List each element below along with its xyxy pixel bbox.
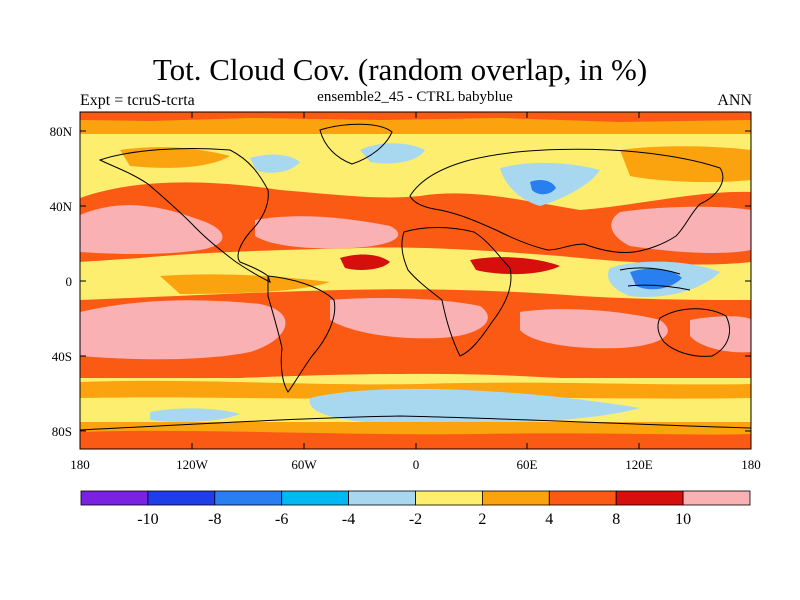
field-pink-seasp [690, 316, 751, 353]
experiment-label: Expt = tcruS-tcrta [80, 92, 195, 109]
colorbar-label: 10 [675, 511, 691, 528]
colorbar-label: -6 [275, 511, 288, 528]
lon-tick-label: 120W [176, 457, 209, 472]
colorbar-swatch [615, 490, 684, 506]
field-pink-indian [520, 309, 668, 349]
lat-tick-label: 0 [66, 274, 73, 289]
field-darkred-eq-africa [470, 257, 560, 275]
field-pink-satlantic [330, 298, 488, 339]
colorbar-label: -4 [342, 511, 355, 528]
colorbar-label: -10 [137, 511, 158, 528]
field-blue-indonesia-strong [630, 268, 682, 290]
lon-tick-label: 180 [741, 457, 761, 472]
lon-tick-label: 120E [625, 457, 653, 472]
coast-greenland [319, 123, 393, 165]
coast-australia [657, 308, 730, 357]
field-darkred-eq-atl [340, 254, 390, 270]
colorbar: -10 -8 -6 -4 -2 2 4 8 10 [80, 490, 751, 528]
field-pink-natlantic [255, 216, 399, 249]
lat-tick-label: 40N [50, 199, 73, 214]
coast-africa [401, 227, 512, 357]
field-ant-red [80, 430, 751, 449]
colorbar-swatch [682, 490, 751, 506]
field-orange-siberia [620, 146, 751, 183]
lon-tick-label: 180 [70, 457, 90, 472]
colorbar-swatch [481, 490, 550, 506]
colorbar-swatch [281, 490, 350, 506]
lon-tick-label: 60E [517, 457, 538, 472]
lon-tick-label: 0 [413, 457, 420, 472]
latitude-axis: 80N 40N 0 40S 80S [50, 124, 751, 439]
field-orange-canada [120, 147, 230, 168]
colorbar-swatch [214, 490, 283, 506]
coast-antarctica [79, 415, 752, 431]
colorbar-label: -2 [409, 511, 422, 528]
colorbar-label: -8 [208, 511, 221, 528]
chart-title: Tot. Cloud Cov. (random overlap, in %) [152, 52, 648, 87]
coast-europe-asia [409, 148, 724, 253]
coast-north-america [98, 147, 271, 283]
field-so-blue [309, 388, 640, 425]
coast-maritime [619, 267, 691, 291]
lat-tick-label: 80N [50, 124, 73, 139]
map-field [80, 112, 751, 449]
colorbar-label: 2 [478, 511, 486, 528]
lat-tick-label: 80S [52, 424, 72, 439]
colorbar-swatch [548, 490, 617, 506]
colorbar-label: 8 [612, 511, 620, 528]
colorbar-swatch [348, 490, 416, 506]
field-eq-yellow [80, 260, 751, 304]
field-pink-npacific [80, 205, 223, 254]
colorbar-swatch [80, 490, 149, 506]
field-blue-greenland [360, 143, 425, 164]
colorbar-swatch [415, 490, 483, 506]
chart-subtitle: ensemble2_45 - CTRL babyblue [317, 89, 513, 105]
season-label: ANN [717, 92, 752, 109]
field-pink-spacific [80, 300, 286, 360]
longitude-axis: 180 120W 60W 0 60E 120E 180 [70, 112, 761, 472]
coastlines [79, 123, 752, 431]
field-blue-eurasia-strong [530, 180, 556, 195]
colorbar-swatch [147, 490, 216, 506]
field-blue-ncanada [250, 154, 300, 173]
colorbar-label: 4 [545, 511, 553, 528]
lat-tick-label: 40S [52, 349, 72, 364]
coast-south-america [267, 275, 336, 393]
lon-tick-label: 60W [291, 457, 317, 472]
field-so-blue-w [150, 408, 240, 422]
